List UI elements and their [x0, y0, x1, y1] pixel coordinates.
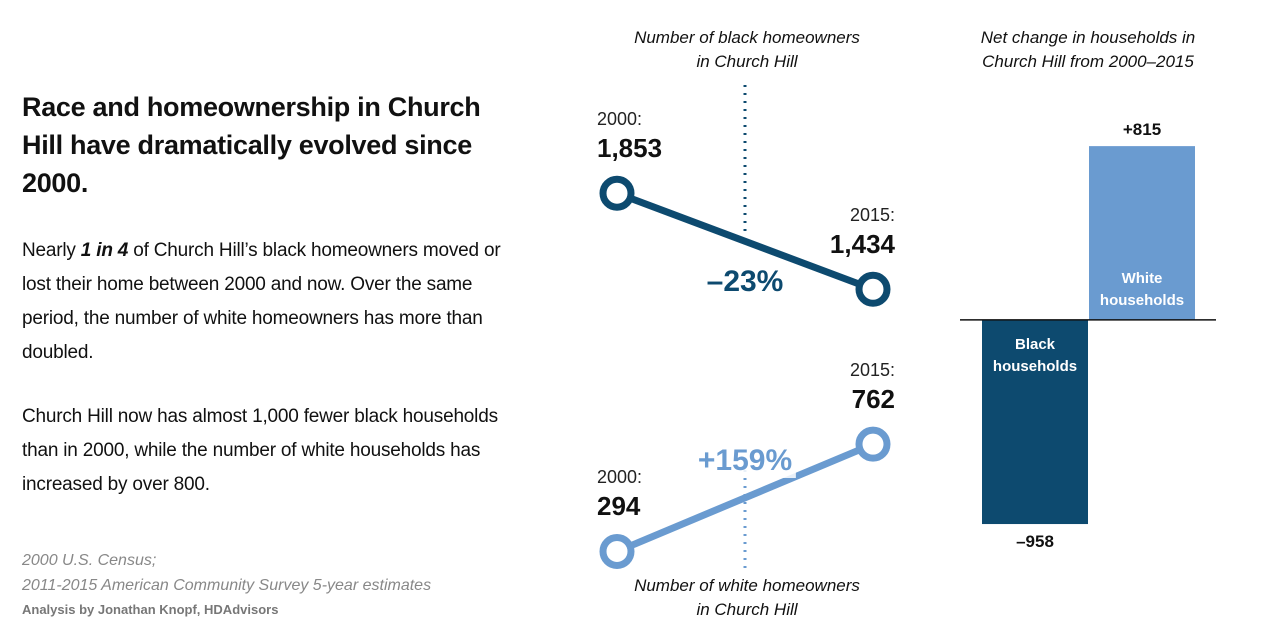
point: [855, 271, 891, 307]
bar-label: Black households: [992, 335, 1078, 375]
value-label: 762: [851, 384, 895, 415]
change-label: +159%: [693, 443, 797, 478]
source: 2011-2015 American Community Survey 5-ye…: [22, 577, 432, 594]
source: 2000 U.S. Census;: [22, 552, 157, 569]
paragraph: Church Hill now has almost 1,000 fewer b…: [22, 406, 498, 495]
text: of Church Hill’s black homeowners moved …: [22, 240, 501, 363]
category-label: 2015:: [849, 205, 895, 226]
bar-label: White households: [1099, 269, 1185, 309]
chart-title: Net change in households in Church Hill …: [980, 28, 1196, 71]
text: Nearly: [22, 240, 81, 261]
point: [855, 426, 891, 462]
value-label: +815: [1122, 120, 1162, 140]
point: [599, 175, 635, 211]
slope-line: [615, 189, 875, 293]
change-label: –23%: [702, 265, 788, 300]
bar: [982, 319, 1088, 525]
value-label: 294: [597, 491, 641, 522]
headline: Race and homeownership in Church Hill ha…: [22, 92, 481, 198]
chart-title: Number of white homeowners in Church Hil…: [634, 576, 860, 619]
chart-title: Number of black homeowners in Church Hil…: [634, 28, 860, 71]
category-label: 2000:: [597, 109, 643, 130]
emphasis: 1 in 4: [80, 240, 129, 261]
point: [599, 533, 635, 569]
value-label: –958: [1016, 532, 1054, 552]
credit: Analysis by Jonathan Knopf, HDAdvisors: [22, 602, 279, 617]
slope-line: [615, 440, 875, 555]
value-label: 1,853: [597, 133, 663, 164]
paragraph: Nearly 1 in 4 of Church Hill’s black hom…: [22, 234, 522, 370]
category-label: 2000:: [597, 467, 643, 488]
value-label: 1,434: [829, 229, 895, 260]
category-label: 2015:: [849, 360, 895, 381]
bar: [1089, 146, 1195, 320]
